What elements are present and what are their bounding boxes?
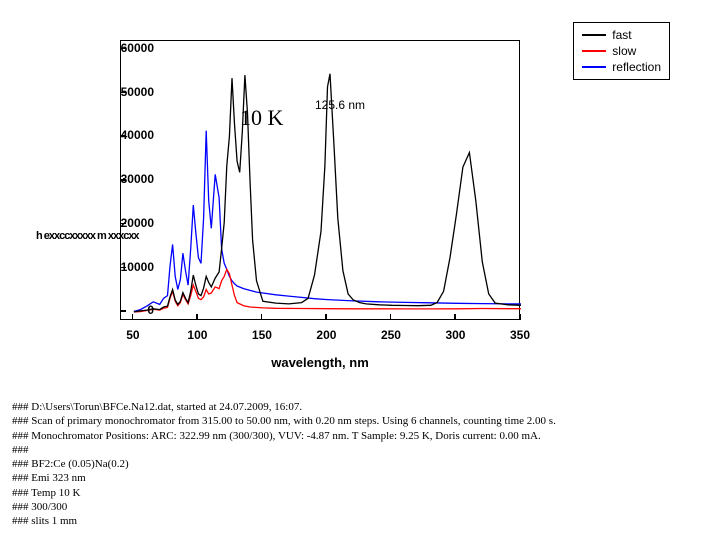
metadata-block: ### D:\Users\Torun\BFCe.Na12.dat, starte… xyxy=(12,400,556,529)
plot-region xyxy=(120,40,520,320)
legend-item-reflection: reflection xyxy=(582,59,661,75)
garbled-y-label-overlap: h exxccxxxxx m xxxcxx xyxy=(36,230,139,242)
xtick-mark xyxy=(519,314,521,320)
xtick-mark xyxy=(454,314,456,320)
xtick-label: 300 xyxy=(445,328,465,342)
xtick-label: 100 xyxy=(187,328,207,342)
ytick-mark xyxy=(120,48,126,50)
xtick-label: 150 xyxy=(252,328,272,342)
line-curves xyxy=(121,41,521,321)
legend-item-slow: slow xyxy=(582,43,661,59)
legend-item-fast: fast xyxy=(582,27,661,43)
peak-annotation: 125.6 nm xyxy=(315,98,365,112)
xtick-label: 350 xyxy=(510,328,530,342)
xtick-label: 250 xyxy=(381,328,401,342)
xtick-mark xyxy=(261,314,263,320)
ytick-mark xyxy=(120,92,126,94)
temp-annotation: 10 K xyxy=(240,105,283,131)
legend-label-fast: fast xyxy=(612,28,631,42)
ytick-mark xyxy=(120,310,126,312)
xtick-mark xyxy=(325,314,327,320)
chart-container: wavelength, nm 10 K 125.6 nm h exxccxxxx… xyxy=(40,20,560,370)
x-axis-label: wavelength, nm xyxy=(120,355,520,370)
ytick-mark xyxy=(120,135,126,137)
legend-label-reflection: reflection xyxy=(612,60,661,74)
ytick-mark xyxy=(120,267,126,269)
xtick-label: 200 xyxy=(316,328,336,342)
xtick-label: 50 xyxy=(126,328,139,342)
legend-label-slow: slow xyxy=(612,44,636,58)
legend-swatch-reflection xyxy=(582,66,606,68)
legend-swatch-slow xyxy=(582,50,606,52)
ytick-mark xyxy=(120,179,126,181)
xtick-mark xyxy=(132,314,134,320)
xtick-mark xyxy=(390,314,392,320)
legend-swatch-fast xyxy=(582,34,606,36)
xtick-mark xyxy=(196,314,198,320)
ytick-mark xyxy=(120,223,126,225)
legend: fast slow reflection xyxy=(573,22,670,80)
